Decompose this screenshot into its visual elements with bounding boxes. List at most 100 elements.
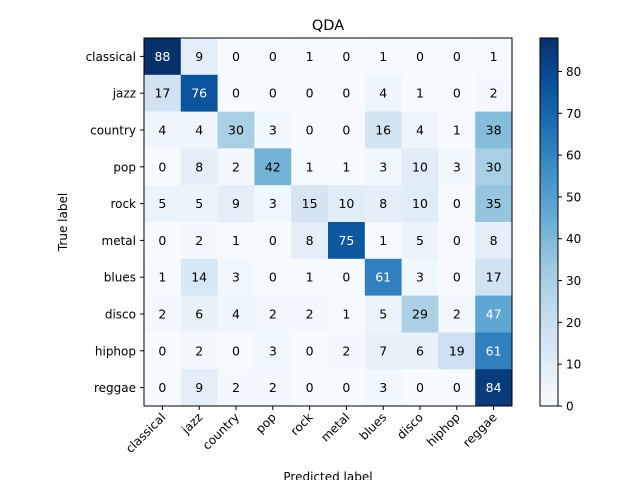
heatmap-cell <box>328 295 366 333</box>
cell-value-label: 17 <box>154 86 170 101</box>
heatmap-cell <box>180 332 219 370</box>
heatmap-cell <box>291 332 329 370</box>
heatmap-cell <box>401 111 439 149</box>
cell-value-label: 0 <box>342 270 350 285</box>
colorbar-tick-label: 20 <box>566 316 581 330</box>
heatmap-cell <box>144 222 182 260</box>
cell-value-label: 0 <box>269 270 277 285</box>
heatmap-cell <box>144 295 182 333</box>
cell-value-label: 0 <box>342 123 350 138</box>
y-tick-label: pop <box>113 160 136 174</box>
heatmap-cell <box>328 74 366 113</box>
cell-value-label: 0 <box>158 159 166 174</box>
cell-value-label: 3 <box>232 270 240 285</box>
cell-value-label: 5 <box>158 196 166 211</box>
cell-value-label: 1 <box>306 49 314 64</box>
cell-value-label: 1 <box>490 49 498 64</box>
heatmap-cell <box>328 332 366 370</box>
cell-value-label: 0 <box>453 49 461 64</box>
heatmap-cell <box>291 74 329 113</box>
cell-value-label: 2 <box>490 86 498 101</box>
cell-value-label: 8 <box>306 233 314 248</box>
cell-value-label: 8 <box>195 159 203 174</box>
heatmap-cell <box>217 332 255 370</box>
cell-value-label: 61 <box>375 270 391 285</box>
cell-value-label: 10 <box>338 196 354 211</box>
heatmap-cell <box>364 222 403 260</box>
cell-value-label: 14 <box>191 270 207 285</box>
colorbar-tick-label: 50 <box>566 190 581 204</box>
heatmap-cell <box>475 332 513 370</box>
heatmap-cell <box>364 74 403 113</box>
heatmap-cell <box>254 38 292 76</box>
heatmap-cell <box>401 38 439 76</box>
cell-value-label: 8 <box>490 233 498 248</box>
cell-value-label: 0 <box>416 49 424 64</box>
heatmap-cell <box>328 38 366 76</box>
cell-value-label: 76 <box>191 86 207 101</box>
cell-value-label: 29 <box>412 307 428 322</box>
heatmap-cell <box>475 111 513 149</box>
heatmap-cell <box>438 332 476 370</box>
cell-value-label: 1 <box>453 123 461 138</box>
heatmap-cell <box>254 295 292 333</box>
heatmap-cell <box>328 258 366 297</box>
cell-value-label: 0 <box>269 86 277 101</box>
heatmap-cell <box>291 369 329 407</box>
heatmap-cell <box>438 222 476 260</box>
x-tick-label: classical <box>123 410 169 456</box>
heatmap-cell <box>291 148 329 186</box>
cell-value-label: 0 <box>453 380 461 395</box>
y-tick-label: rock <box>110 197 136 211</box>
cell-value-label: 17 <box>486 270 502 285</box>
colorbar-tick-label: 40 <box>566 232 581 246</box>
heatmap-cell <box>364 148 403 186</box>
cell-value-label: 2 <box>269 307 277 322</box>
heatmap-cell <box>328 111 366 149</box>
y-tick-label: classical <box>86 50 136 64</box>
cell-value-label: 84 <box>486 380 502 395</box>
colorbar-gradient <box>539 37 559 407</box>
heatmap-cell <box>180 111 219 149</box>
heatmap-cell <box>438 74 476 113</box>
heatmap-cell <box>401 258 439 297</box>
x-tick-label: reggae <box>460 410 500 450</box>
cell-value-label: 5 <box>195 196 203 211</box>
heatmap-cell <box>364 111 403 149</box>
heatmap-cell <box>364 38 403 76</box>
colorbar-tick-label: 0 <box>566 400 574 414</box>
cell-value-label: 0 <box>232 86 240 101</box>
heatmap-cell <box>475 148 513 186</box>
heatmap-cell <box>401 74 439 113</box>
y-tick-label: hiphop <box>95 344 136 358</box>
cell-value-label: 19 <box>449 343 465 358</box>
cell-value-label: 2 <box>232 380 240 395</box>
heatmap-cell <box>328 369 366 407</box>
cell-value-label: 1 <box>342 159 350 174</box>
heatmap-cell <box>180 222 219 260</box>
cell-value-label: 47 <box>486 307 502 322</box>
chart-title: QDA <box>312 18 344 34</box>
heatmap-cell <box>180 185 219 223</box>
heatmap-cell <box>254 148 292 186</box>
heatmap-cell <box>217 148 255 186</box>
heatmap-cell <box>328 222 366 260</box>
cell-value-label: 30 <box>486 159 502 174</box>
x-axis-label: Predicted label <box>283 470 372 480</box>
heatmap-cell <box>438 111 476 149</box>
x-tick-label: pop <box>253 410 279 436</box>
heatmap-cell <box>401 222 439 260</box>
heatmap-cell <box>254 111 292 149</box>
heatmap-cell <box>291 111 329 149</box>
cell-value-label: 1 <box>342 307 350 322</box>
x-tick-label: disco <box>394 410 426 442</box>
cell-value-label: 3 <box>269 196 277 211</box>
cell-value-label: 7 <box>379 343 387 358</box>
cell-value-label: 2 <box>158 307 166 322</box>
cell-value-label: 0 <box>306 86 314 101</box>
cell-value-label: 61 <box>486 343 502 358</box>
heatmap-cell <box>364 258 403 297</box>
cell-value-label: 4 <box>416 123 424 138</box>
heatmap-cell <box>144 185 182 223</box>
